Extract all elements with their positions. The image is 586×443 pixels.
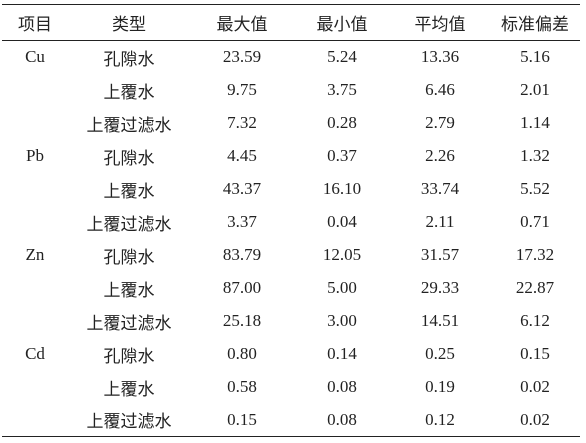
table-row: Pb 孔隙水 4.45 0.37 2.26 1.32 [2, 140, 580, 173]
value-cell: 0.28 [327, 113, 357, 132]
value-cell: 3.75 [327, 80, 357, 99]
value-cell: 0.08 [327, 377, 357, 396]
table-row: 上覆过滤水 7.32 0.28 2.79 1.14 [2, 107, 580, 140]
type-cell: 上覆过滤水 [86, 214, 172, 234]
table-row: 上覆过滤水 3.37 0.04 2.11 0.71 [2, 206, 580, 239]
table-row: Cd 孔隙水 0.80 0.14 0.25 0.15 [2, 338, 580, 371]
type-cell: 上覆水 [103, 82, 155, 102]
table-row: Zn 孔隙水 83.79 12.05 31.57 17.32 [2, 239, 580, 272]
value-cell: 7.32 [227, 113, 257, 132]
value-cell: 2.26 [425, 146, 455, 165]
value-cell: 31.57 [420, 245, 460, 264]
value-cell: 23.59 [222, 47, 262, 67]
value-cell: 6.46 [425, 80, 455, 99]
value-cell: 5.24 [327, 47, 357, 67]
value-cell: 43.37 [222, 179, 262, 198]
value-cell: 0.58 [227, 377, 257, 396]
table-row: 上覆水 0.58 0.08 0.19 0.02 [2, 371, 580, 404]
data-table: 项目 类型 最大值 最小值 平均值 标准偏差 Cu 孔隙水 23.59 5.24 13.36 5.1… [2, 4, 580, 437]
value-cell: 1.14 [520, 113, 550, 132]
item-cell: Pb [26, 145, 44, 165]
value-cell: 5.16 [520, 47, 550, 67]
value-cell: 0.25 [425, 344, 455, 363]
header-cell: 项目 [18, 15, 52, 34]
value-cell: 0.02 [520, 409, 550, 429]
type-cell: 上覆水 [103, 181, 155, 201]
value-cell: 0.04 [327, 212, 357, 231]
value-cell: 0.14 [327, 344, 357, 363]
header-cell: 最小值 [316, 15, 368, 34]
value-cell: 16.10 [322, 179, 362, 198]
table-row: 上覆过滤水 0.15 0.08 0.12 0.02 [2, 404, 580, 437]
value-cell: 83.79 [222, 245, 262, 264]
value-cell: 0.71 [520, 212, 550, 231]
value-cell: 0.15 [227, 409, 257, 429]
value-cell: 0.19 [425, 377, 455, 396]
value-cell: 87.00 [222, 278, 262, 297]
value-cell: 1.32 [520, 146, 550, 165]
value-cell: 3.37 [227, 212, 257, 231]
value-cell: 3.00 [327, 311, 357, 330]
item-cell: Zn [25, 244, 45, 264]
type-cell: 上覆过滤水 [86, 412, 172, 432]
type-cell: 上覆水 [103, 379, 155, 399]
header-cell: 类型 [112, 15, 146, 34]
table-row: 上覆水 43.37 16.10 33.74 5.52 [2, 173, 580, 206]
type-cell: 上覆过滤水 [86, 313, 172, 333]
value-cell: 0.15 [520, 344, 550, 363]
value-cell: 33.74 [420, 179, 460, 198]
header-cell: 平均值 [414, 15, 466, 34]
table-row: 上覆水 9.75 3.75 6.46 2.01 [2, 74, 580, 107]
table-header: 项目 类型 最大值 最小值 平均值 标准偏差 [2, 4, 580, 41]
type-cell: 孔隙水 [103, 346, 155, 366]
table-body: Cu 孔隙水 23.59 5.24 13.36 5.16 上覆水 9.75 3.75 6.46 2.… [2, 41, 580, 437]
value-cell: 0.12 [425, 409, 455, 429]
value-cell: 17.32 [515, 245, 555, 264]
type-cell: 孔隙水 [103, 247, 155, 267]
value-cell: 5.52 [520, 179, 550, 198]
table-row: 上覆水 87.00 5.00 29.33 22.87 [2, 272, 580, 305]
type-cell: 上覆过滤水 [86, 115, 172, 135]
type-cell: 孔隙水 [103, 148, 155, 168]
value-cell: 2.01 [520, 80, 550, 99]
type-cell: 上覆水 [103, 280, 155, 300]
value-cell: 6.12 [520, 311, 550, 330]
type-cell: 孔隙水 [103, 49, 155, 69]
value-cell: 0.02 [520, 377, 550, 396]
value-cell: 0.37 [327, 146, 357, 165]
value-cell: 14.51 [420, 311, 460, 330]
value-cell: 2.11 [425, 212, 455, 231]
value-cell: 0.80 [227, 344, 257, 363]
value-cell: 29.33 [420, 278, 460, 297]
item-cell: Cd [25, 343, 45, 363]
header-row: 项目 类型 最大值 最小值 平均值 标准偏差 [2, 4, 580, 41]
value-cell: 9.75 [227, 80, 257, 99]
value-cell: 2.79 [425, 113, 455, 132]
value-cell: 13.36 [420, 47, 460, 67]
value-cell: 0.08 [327, 409, 357, 429]
header-cell: 最大值 [216, 15, 268, 34]
value-cell: 25.18 [222, 311, 262, 330]
value-cell: 4.45 [227, 146, 257, 165]
value-cell: 12.05 [322, 245, 362, 264]
item-cell: Cu [25, 47, 45, 66]
value-cell: 5.00 [327, 278, 357, 297]
value-cell: 22.87 [515, 278, 555, 297]
table-row: Cu 孔隙水 23.59 5.24 13.36 5.16 [2, 41, 580, 74]
table-row: 上覆过滤水 25.18 3.00 14.51 6.12 [2, 305, 580, 338]
header-cell: 标准偏差 [501, 15, 569, 34]
